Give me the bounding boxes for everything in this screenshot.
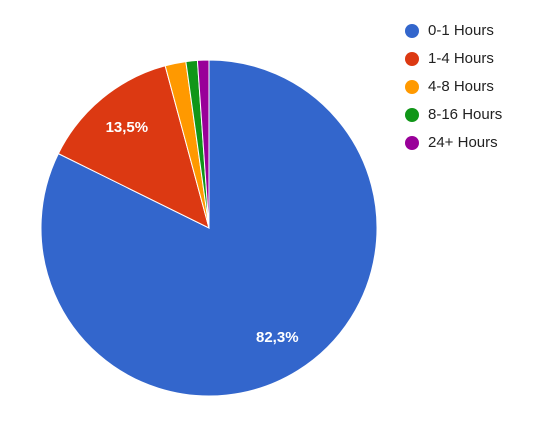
pie-slice xyxy=(196,59,210,229)
pie-slice xyxy=(57,65,210,229)
legend-marker xyxy=(405,136,419,150)
legend-label: 4-8 Hours xyxy=(428,78,494,95)
legend-label: 1-4 Hours xyxy=(428,50,494,67)
legend-marker xyxy=(405,24,419,38)
legend-label: 8-16 Hours xyxy=(428,106,502,123)
legend-label: 0-1 Hours xyxy=(428,22,494,39)
value-label: 82,3% xyxy=(256,329,299,346)
legend-label: 24+ Hours xyxy=(428,134,498,151)
legend-marker xyxy=(405,108,419,122)
legend-marker xyxy=(405,80,419,94)
value-label: 13,5% xyxy=(106,119,149,136)
legend-marker xyxy=(405,52,419,66)
